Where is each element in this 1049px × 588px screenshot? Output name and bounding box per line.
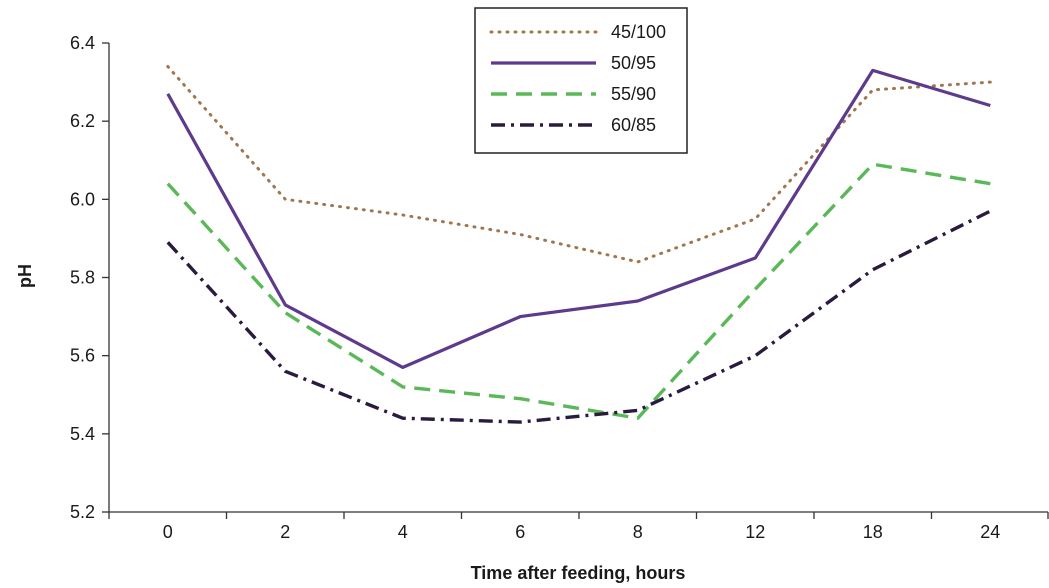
legend-label-0: 45/100 [611,22,666,42]
series-line-2 [166,162,991,420]
legend: 45/100 50/95 55/90 60/85 [474,7,688,154]
x-tick-label: 6 [515,522,525,542]
x-tick-label: 8 [633,522,643,542]
x-tick-label: 12 [745,522,765,542]
y-axis: 5.2 5.4 5.6 5.8 6.0 6.2 6.4 [70,33,110,522]
y-tick-label: 6.0 [70,189,95,209]
y-axis-title: pH [15,264,35,288]
x-tick-label: 2 [280,522,290,542]
y-tick-label: 5.4 [70,424,95,444]
y-tick-label: 6.2 [70,111,95,131]
x-tick-label: 4 [398,522,408,542]
y-tick-label: 5.6 [70,346,95,366]
x-tick-label: 18 [863,522,883,542]
x-axis: 0 2 4 6 8 12 18 24 [108,511,1049,542]
x-axis-title: Time after feeding, hours [471,563,686,583]
y-tick-label: 6.4 [70,33,95,53]
series-lines [166,65,992,424]
x-tick-label: 24 [980,522,1000,542]
legend-label-3: 60/85 [611,115,656,135]
x-tick-label: 0 [163,522,173,542]
series-line-1 [166,68,991,369]
series-line-3 [166,209,992,424]
y-tick-label: 5.2 [70,502,95,522]
legend-label-2: 55/90 [611,84,656,104]
y-tick-label: 5.8 [70,268,95,288]
legend-label-1: 50/95 [611,53,656,73]
